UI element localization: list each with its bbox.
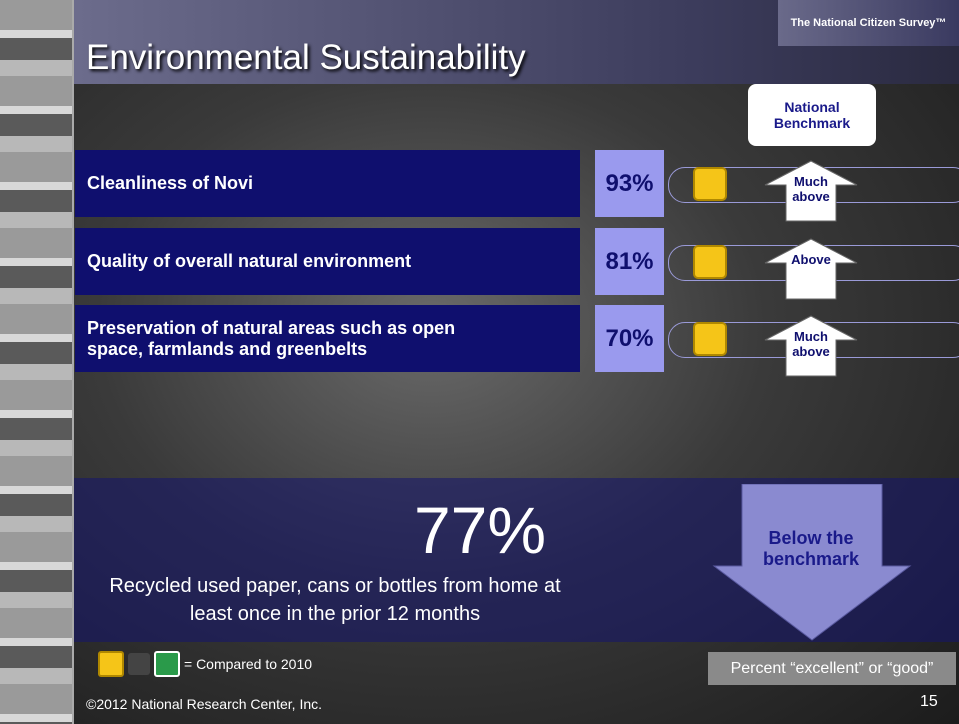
benchmark-header-text: National Benchmark [772, 99, 852, 131]
up-arrow-shape [765, 239, 857, 299]
note: Percent “excellent” or “good” [708, 652, 956, 685]
legend-icon [98, 651, 124, 677]
compare-icon [693, 322, 727, 356]
logo: The National Citizen Survey™ [778, 0, 959, 46]
row-bar: Cleanliness of Novi [75, 150, 580, 217]
legend-icon [128, 653, 150, 675]
highlight-description: Recycled used paper, cans or bottles fro… [100, 572, 570, 628]
photo-strip [0, 0, 74, 724]
row-benchmark: Above [778, 252, 844, 267]
highlight-benchmark: Below the benchmark [740, 528, 882, 570]
row-bar: Preservation of natural areas such as op… [75, 305, 580, 372]
legend-text: = Compared to 2010 [184, 656, 312, 672]
benchmark-header: National Benchmark [748, 84, 876, 146]
row-percent: 81% [595, 228, 664, 295]
legend: = Compared to 2010 [98, 652, 312, 676]
copyright: ©2012 National Research Center, Inc. [86, 696, 322, 712]
page-number: 15 [920, 693, 938, 711]
row-percent: 70% [595, 305, 664, 372]
title: Environmental Sustainability [86, 38, 526, 78]
compare-icon [693, 245, 727, 279]
legend-icon [154, 651, 180, 677]
row-bar: Quality of overall natural environment [75, 228, 580, 295]
row-label: Preservation of natural areas such as op… [87, 318, 487, 360]
compare-icon [693, 167, 727, 201]
row-benchmark: Much above [778, 174, 844, 204]
slide: Environmental Sustainability The Nationa… [0, 0, 959, 724]
row-label: Quality of overall natural environment [87, 251, 487, 272]
row-benchmark: Much above [778, 329, 844, 359]
highlight-percent: 77% [380, 492, 580, 568]
row-label: Cleanliness of Novi [87, 173, 487, 194]
up-arrow [764, 238, 858, 300]
row-percent: 93% [595, 150, 664, 217]
